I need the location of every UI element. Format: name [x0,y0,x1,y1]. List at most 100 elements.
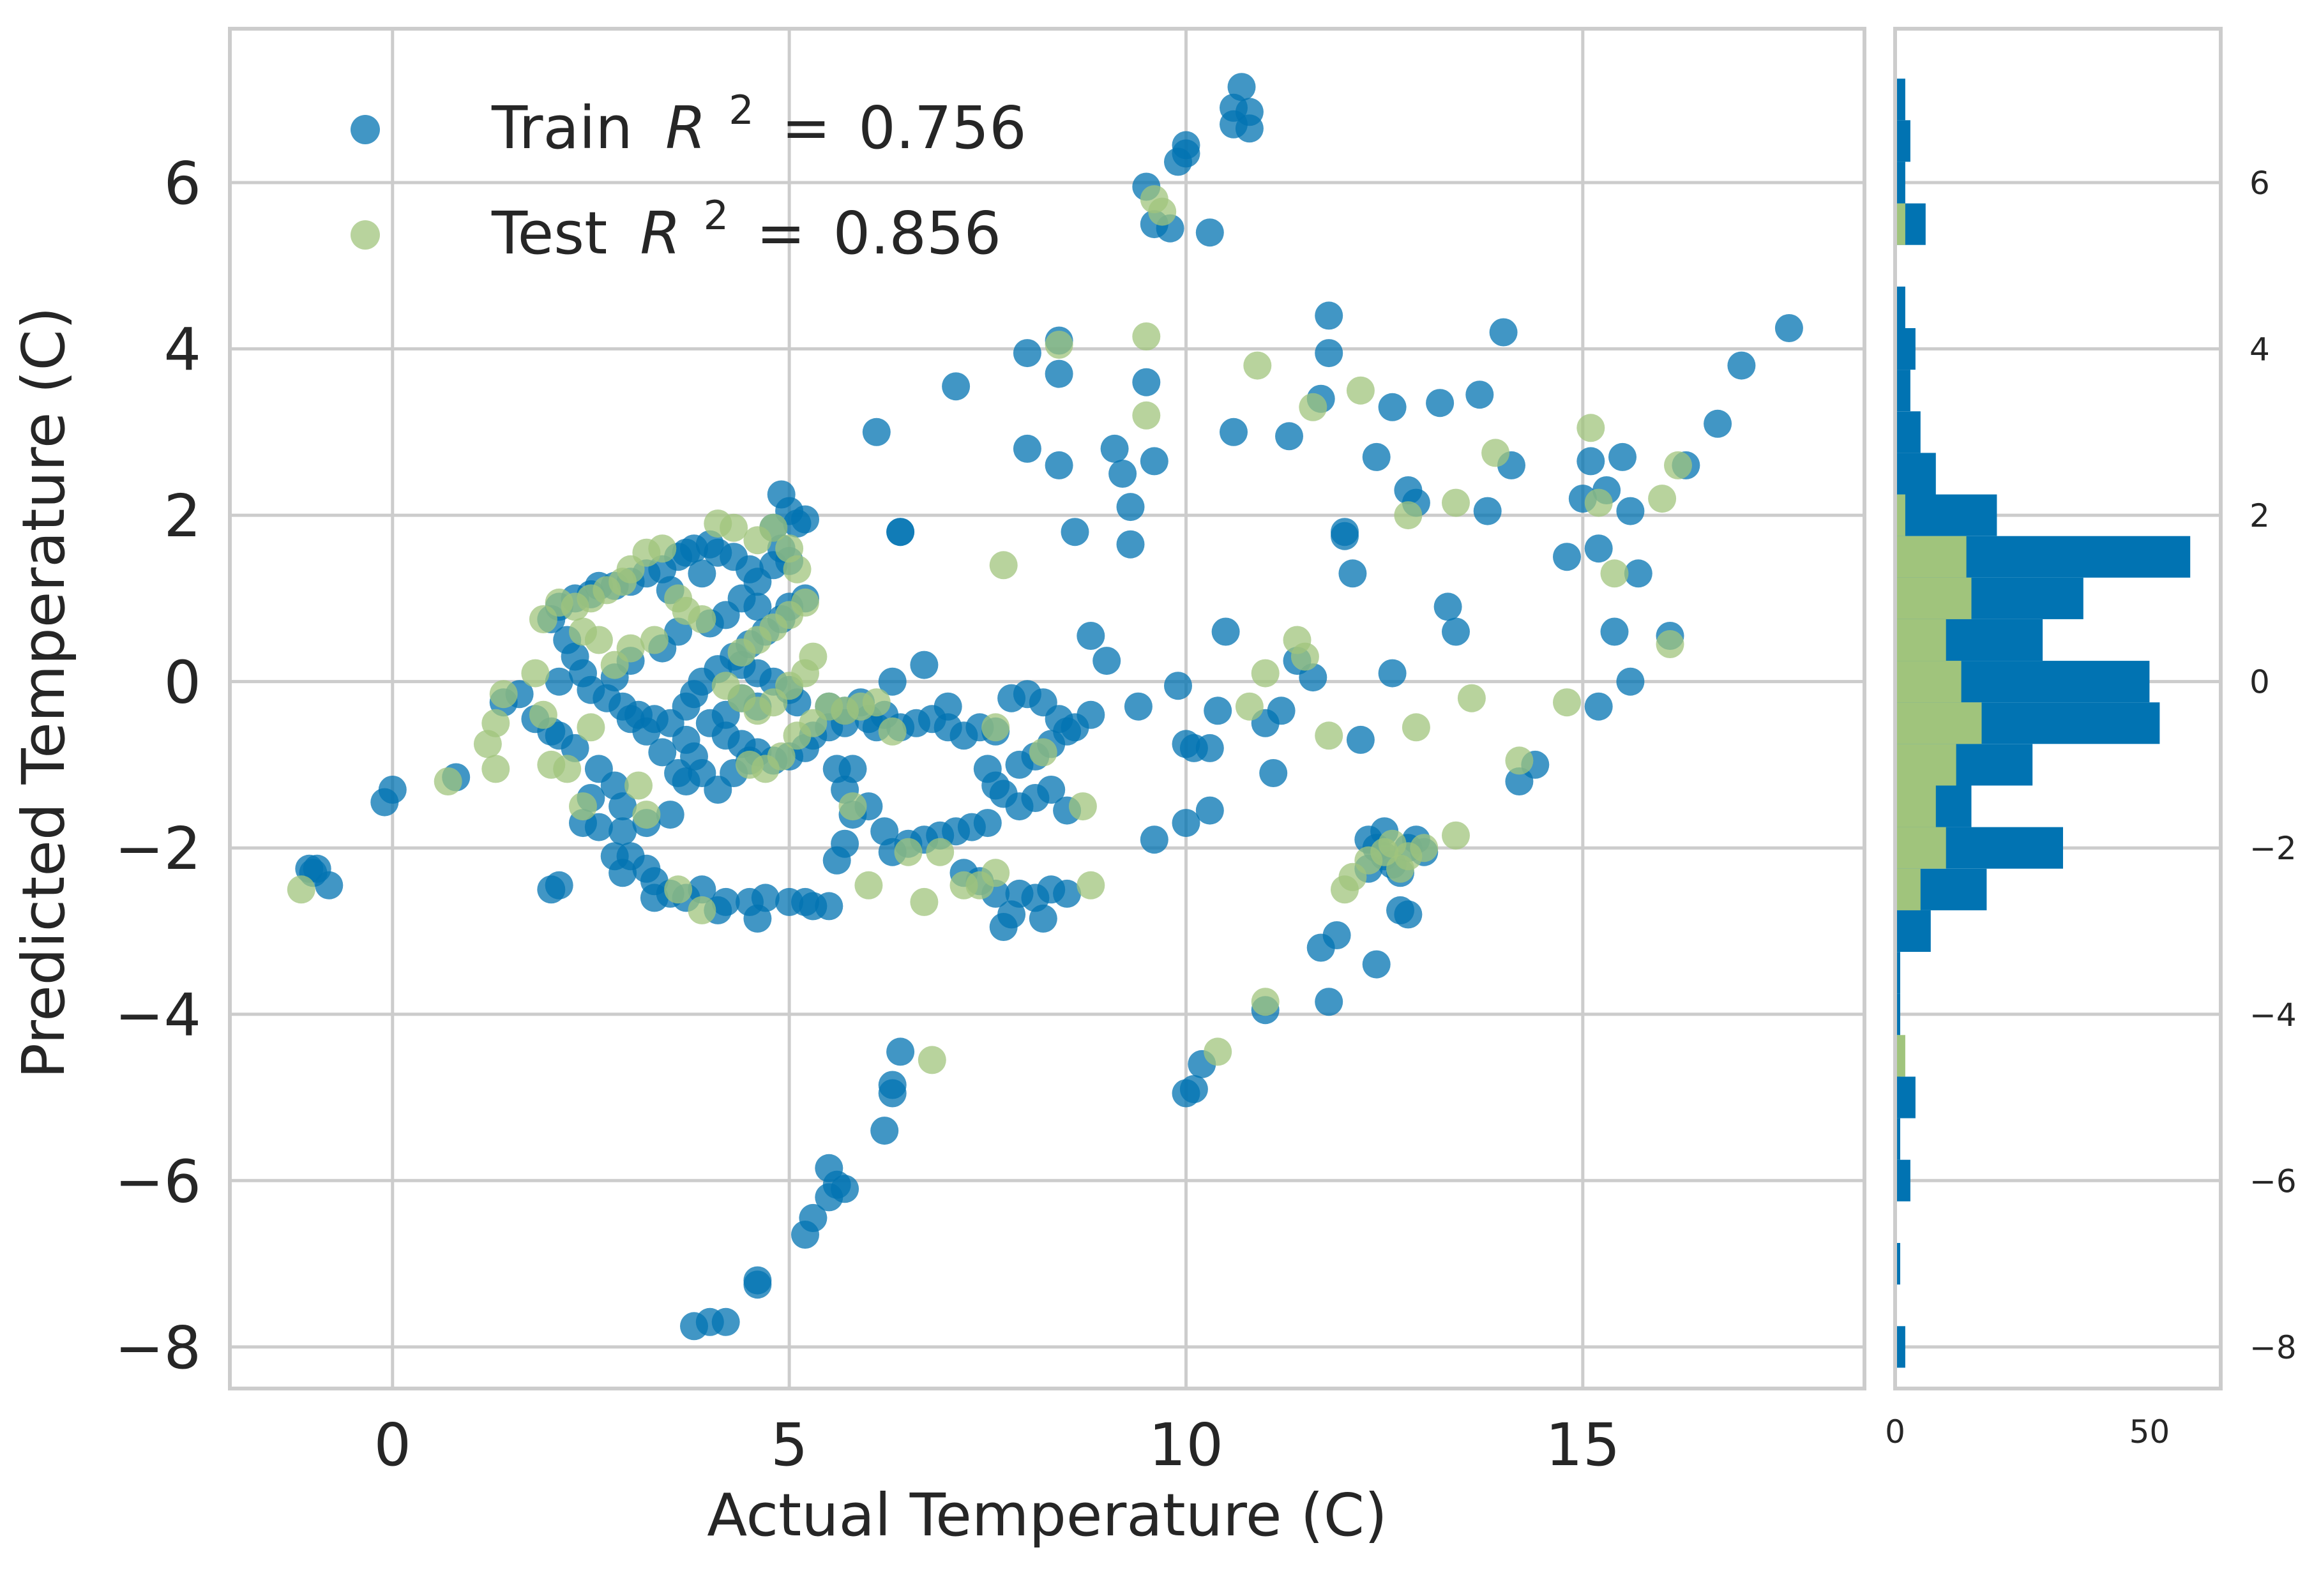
test-point [1442,488,1470,517]
main-grid [230,29,1864,1389]
x-tick-label: 0 [374,1411,411,1479]
train-point [934,692,962,721]
histogram-y-tick-label: 0 [2249,664,2270,701]
train-point [609,792,637,821]
train-point [1433,592,1462,621]
train-point [1584,534,1613,563]
train-point [1465,380,1494,409]
train-point [815,1154,843,1182]
train-histogram-bar [1895,910,1931,952]
train-point [1164,672,1192,700]
legend-test-value: 0.856 [833,199,1001,267]
y-tick-label: −4 [114,981,201,1050]
y-tick-label: −6 [114,1147,201,1216]
train-point [1140,447,1168,476]
train-point [799,1203,828,1232]
train-point [910,651,939,679]
y-tick-label: −2 [114,815,201,883]
scatter-points [287,73,1803,1341]
train-point [1442,617,1470,646]
train-point [378,776,407,804]
test-point [1481,439,1510,467]
test-point [1346,376,1375,405]
train-point [648,738,677,767]
train-point [1172,139,1200,168]
train-histogram-bar [1895,1118,1900,1160]
legend-train-prefix: Train [491,94,633,162]
train-point [1426,389,1455,418]
y-axis-label: Predicted Temperature (C) [10,306,78,1078]
train-point [1331,518,1359,546]
histogram-x-tick-label: 0 [1885,1413,1905,1450]
train-point [1473,497,1502,525]
train-histogram-bar [1895,411,1921,453]
train-point [751,884,780,912]
test-point [529,700,557,729]
test-point [569,792,597,821]
test-point [648,534,677,563]
test-point [632,801,661,829]
train-point [1315,301,1343,330]
test-point [481,755,510,783]
test-point [688,896,716,924]
test-point [640,626,669,654]
train-point [815,892,843,921]
test-point [1204,1037,1232,1066]
train-point [1315,988,1343,1016]
legend-test-r-symbol: R [640,199,681,267]
test-point [1386,854,1414,883]
test-histogram-bar [1895,827,1946,869]
test-point [1243,351,1272,380]
test-point [1442,821,1470,850]
train-point [1179,1075,1208,1103]
train-point [1132,368,1161,396]
train-point [688,559,716,588]
train-point [1394,900,1423,929]
train-point [1616,497,1645,525]
histogram-y-tick-label: −2 [2249,830,2297,867]
train-point [1172,809,1200,838]
train-histogram-bar [1895,993,1900,1035]
train-histogram-bar [1895,162,1905,204]
test-point [918,1046,946,1074]
train-point [315,871,344,900]
train-point [743,592,772,621]
train-point [609,817,637,846]
histogram-x-tick-label: 50 [2129,1413,2170,1450]
test-point [1029,738,1057,767]
test-point [600,651,629,679]
histogram-y-tick-label: −4 [2249,997,2297,1034]
train-point [1204,696,1232,725]
test-point [1648,485,1677,513]
test-point [767,742,796,771]
test-point [1315,721,1343,750]
y-tick-label: 6 [163,149,201,218]
y-tick-label: 0 [163,649,201,717]
test-point [1235,692,1264,721]
train-histogram-bar [1895,1159,1910,1201]
legend: Train R 2 = 0.756 Test R 2 = 0.856 [351,87,1027,267]
train-point [1013,339,1041,368]
train-point [545,871,573,900]
train-point [1259,759,1288,787]
legend-test-label: Test R 2 = 0.856 [491,175,1001,267]
test-histogram-bar [1895,577,1972,619]
train-point [1061,518,1089,546]
train-point [878,667,907,696]
train-point [791,505,819,534]
train-point [1774,314,1803,342]
test-point [981,713,1010,742]
train-point [1362,950,1391,979]
train-point [1275,422,1303,451]
train-point [1195,796,1224,825]
train-point [1362,442,1391,471]
train-point [616,705,645,734]
histogram-y-tick-label: 6 [2249,165,2270,202]
test-histogram-bar [1895,868,1921,910]
x-tick-label: 10 [1149,1411,1223,1479]
train-point [973,809,1002,838]
train-point [1584,692,1613,721]
train-point [1346,725,1375,754]
train-point [878,1071,907,1099]
train-point [1576,447,1605,476]
